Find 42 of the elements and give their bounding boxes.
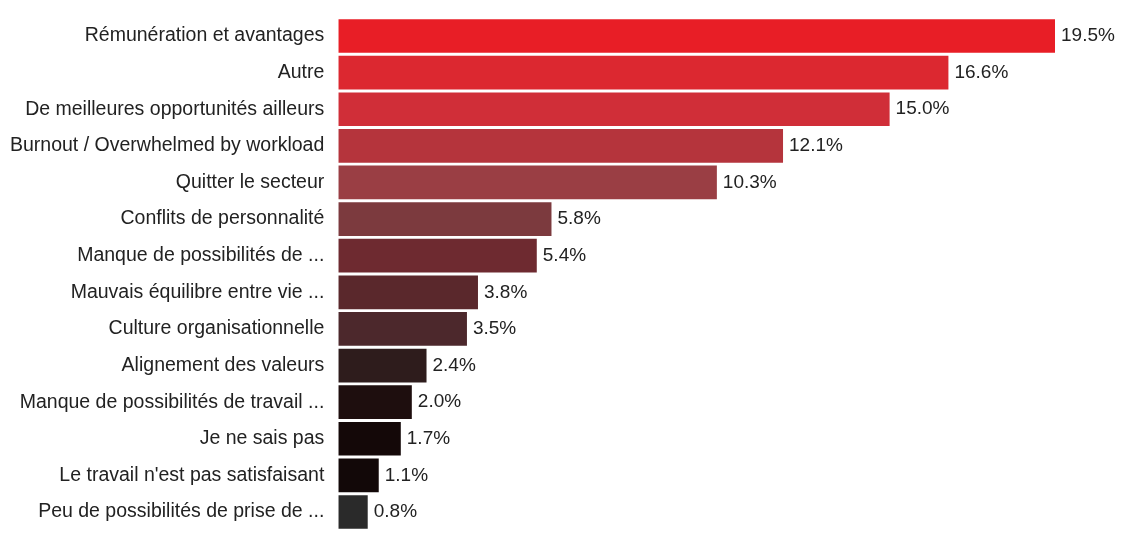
y-tick-label: De meilleures opportunités ailleurs (25, 96, 325, 119)
data-label: 0.8% (373, 500, 418, 522)
bar (338, 385, 412, 419)
data-label: 12.1% (789, 134, 844, 156)
y-tick-label: Culture organisationnelle (108, 316, 325, 339)
bar (338, 165, 717, 200)
data-label: 16.6% (954, 60, 1009, 82)
data-label: 15.0% (895, 97, 950, 119)
y-tick-label: Je ne sais pas (199, 426, 325, 449)
data-label: 2.0% (417, 390, 462, 412)
y-tick-label: Conflits de personnalité (120, 206, 325, 229)
bar (338, 312, 467, 346)
bar (338, 348, 427, 383)
bar (338, 421, 401, 456)
data-label: 5.8% (557, 207, 601, 229)
y-tick-label: Burnout / Overwhelmed by workload (9, 133, 325, 156)
y-tick-label: Manque de possibilités de travail ... (19, 389, 325, 412)
data-label: 10.3% (722, 170, 777, 192)
bar (338, 92, 890, 127)
data-label: 2.4% (432, 353, 476, 375)
data-label: 3.8% (483, 280, 528, 302)
bar (338, 458, 379, 493)
y-tick-label: Peu de possibilités de prise de ... (38, 499, 325, 522)
y-tick-label: Rémunération et avantages (84, 23, 325, 46)
bar (338, 19, 1055, 53)
data-label: 1.1% (384, 463, 429, 485)
y-tick-label: Quitter le secteur (175, 169, 325, 192)
y-tick-label: Mauvais équilibre entre vie ... (70, 279, 325, 302)
data-label: 19.5% (1061, 24, 1115, 46)
bar (338, 129, 784, 163)
y-tick-label: Alignement des valeurs (121, 352, 325, 375)
data-label: 3.5% (472, 317, 517, 339)
bar (338, 55, 949, 90)
bar (338, 238, 537, 273)
bar (338, 275, 478, 310)
y-tick-label: Le travail n'est pas satisfaisant (59, 462, 325, 485)
bar (338, 495, 368, 529)
data-label: 1.7% (406, 427, 451, 448)
y-tick-label: Manque de possibilités de ... (77, 243, 325, 266)
data-label: 5.4% (542, 243, 587, 265)
bar (338, 202, 552, 236)
y-tick-label: Autre (277, 60, 325, 82)
